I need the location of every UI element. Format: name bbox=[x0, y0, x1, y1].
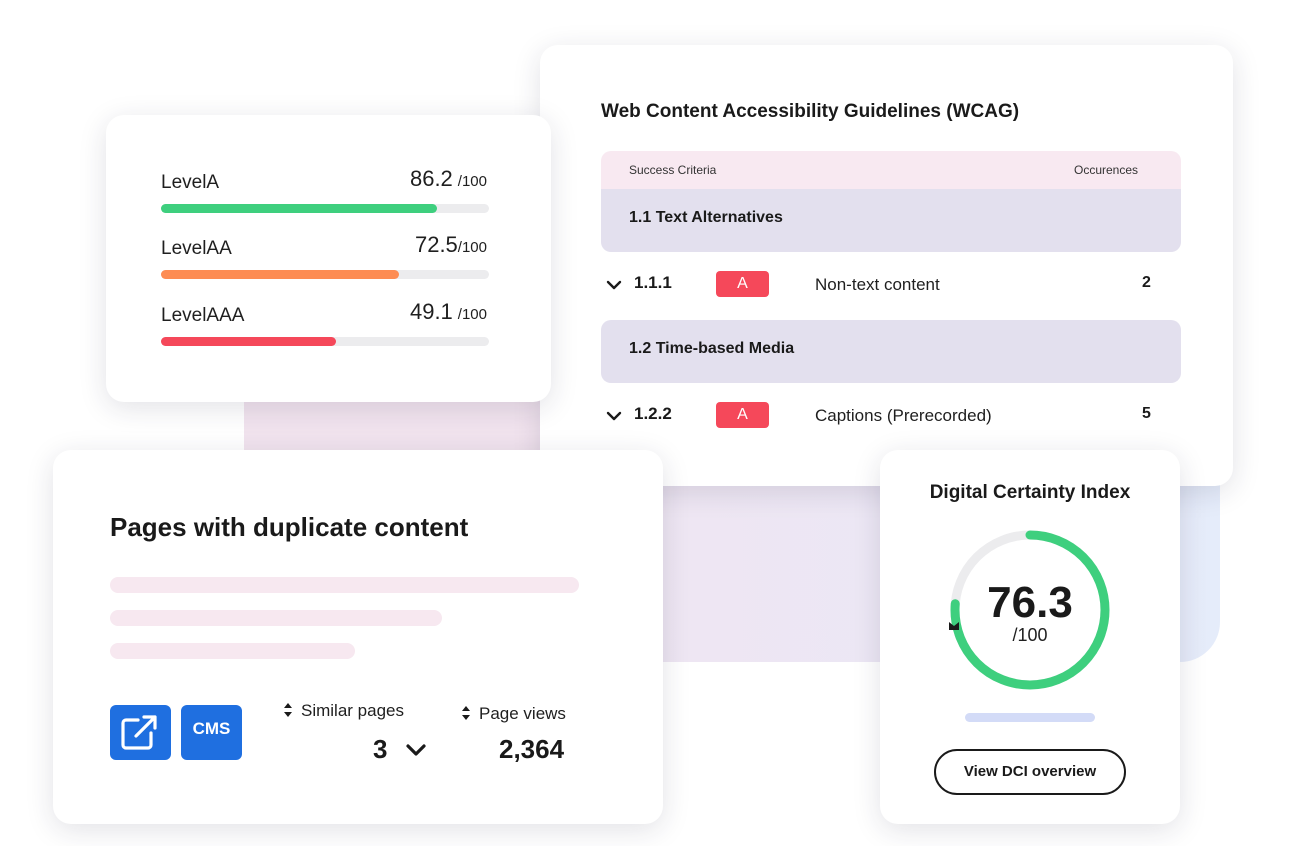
level-score: 49.1/100 bbox=[409, 299, 487, 324]
similar-pages-value[interactable]: 3 bbox=[373, 734, 427, 765]
level-progress-fill bbox=[161, 270, 399, 279]
digital-certainty-index-card: Digital Certainty Index 76.3 /100 View D… bbox=[880, 450, 1180, 824]
view-dci-overview-button[interactable]: View DCI overview bbox=[934, 749, 1126, 795]
wcag-table-header: Success Criteria Occurences bbox=[601, 151, 1181, 189]
level-progress-track bbox=[161, 270, 489, 279]
similar-pages-label: Similar pages bbox=[301, 701, 404, 720]
cms-button[interactable]: CMS bbox=[181, 705, 242, 760]
dci-denominator: /100 bbox=[1012, 625, 1048, 645]
criterion-code: 1.2.2 bbox=[634, 404, 672, 423]
wcag-card: Web Content Accessibility Guidelines (WC… bbox=[540, 45, 1233, 486]
placeholder-line bbox=[110, 577, 579, 593]
card-title: Pages with duplicate content bbox=[110, 512, 469, 542]
level-progress-track bbox=[161, 337, 489, 346]
level-badge: A bbox=[716, 402, 769, 428]
criterion-code: 1.1.1 bbox=[634, 273, 672, 292]
marker-icon bbox=[949, 622, 959, 630]
chevron-down-icon bbox=[406, 744, 426, 756]
placeholder-line bbox=[110, 643, 355, 659]
external-link-icon bbox=[121, 715, 157, 750]
occurrence-count: 5 bbox=[1142, 405, 1151, 422]
dci-score-ring bbox=[949, 530, 1110, 690]
ring-progress bbox=[950, 530, 1110, 690]
duplicate-content-card: Pages with duplicate content CMS Similar… bbox=[53, 450, 663, 824]
level-score: 86.2/100 bbox=[409, 166, 487, 191]
sort-icon bbox=[284, 703, 292, 717]
wcag-criterion-row[interactable]: 1.1.1 A Non-text content 2 bbox=[601, 269, 1181, 309]
dci-title: Digital Certainty Index bbox=[929, 482, 1131, 503]
wcag-section-text-alternatives: 1.1 Text Alternatives bbox=[601, 189, 1181, 252]
dci-loading-bar bbox=[965, 713, 1095, 722]
level-progress-track bbox=[161, 204, 489, 213]
dci-value: 76.3 bbox=[987, 578, 1073, 627]
criterion-description: Non-text content bbox=[815, 275, 940, 294]
page-views-value: 2,364 bbox=[499, 734, 565, 764]
level-score: 72.5/100 bbox=[414, 232, 487, 257]
header-success-criteria: Success Criteria bbox=[629, 163, 717, 177]
section-title: 1.2 Time-based Media bbox=[629, 340, 795, 357]
section-title: 1.1 Text Alternatives bbox=[629, 209, 783, 226]
chevron-down-icon[interactable] bbox=[605, 275, 623, 293]
occurrence-count: 2 bbox=[1142, 274, 1151, 291]
level-name: LevelAAA bbox=[161, 305, 245, 326]
level-name: LevelA bbox=[161, 172, 220, 193]
level-progress-fill bbox=[161, 204, 437, 213]
header-occurrences: Occurences bbox=[1074, 163, 1139, 177]
level-name: LevelAA bbox=[161, 238, 232, 259]
level-progress-fill bbox=[161, 337, 337, 346]
page-views-label: Page views bbox=[479, 704, 566, 723]
level-badge: A bbox=[716, 271, 769, 297]
criterion-description: Captions (Prerecorded) bbox=[815, 406, 992, 425]
sort-icon bbox=[462, 706, 470, 720]
wcag-section-time-based-media: 1.2 Time-based Media bbox=[601, 320, 1181, 383]
placeholder-line bbox=[110, 610, 442, 626]
open-external-button[interactable] bbox=[110, 705, 171, 760]
page-views-sort[interactable]: Page views bbox=[461, 704, 566, 724]
wcag-criterion-row[interactable]: 1.2.2 A Captions (Prerecorded) 5 bbox=[601, 400, 1181, 440]
wcag-title: Web Content Accessibility Guidelines (WC… bbox=[601, 101, 1020, 122]
chevron-down-icon[interactable] bbox=[605, 406, 623, 424]
similar-pages-sort[interactable]: Similar pages bbox=[283, 701, 404, 721]
accessibility-levels-card: LevelA 86.2/100 LevelAA 72.5/100 LevelAA… bbox=[106, 115, 551, 402]
